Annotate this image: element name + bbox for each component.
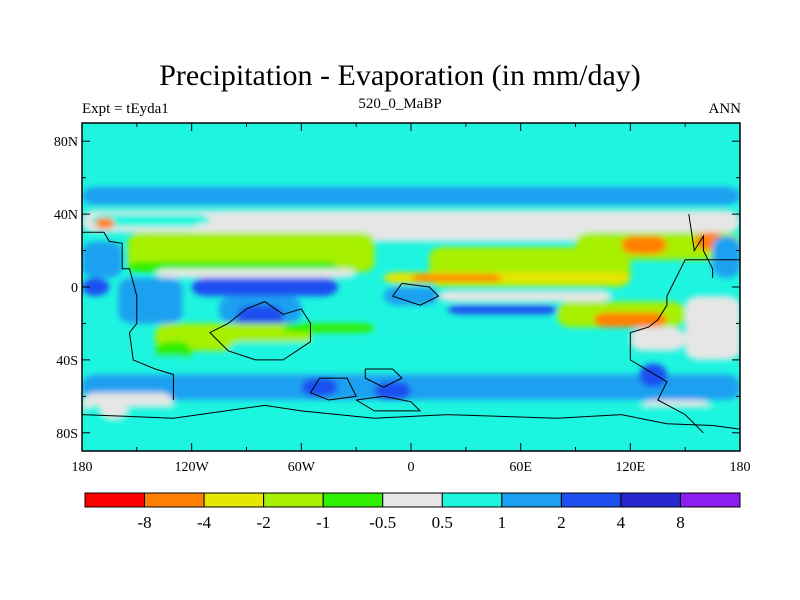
contour-region: [82, 432, 740, 451]
contour-region: [191, 277, 338, 297]
colorbar: -8 -4 -2 -1 -0.5 0.5 1 2 4 8: [84, 492, 741, 532]
y-tick-label: 0: [71, 281, 78, 296]
contour-region: [82, 277, 110, 297]
y-tick-label: 40S: [56, 354, 78, 369]
contour-region: [100, 399, 128, 419]
colorbar-box: [560, 492, 622, 508]
y-tick-label: 80S: [56, 427, 78, 442]
contour-region: [155, 268, 357, 278]
coastline: [82, 231, 174, 400]
contour-region: [283, 323, 375, 333]
colorbar-label: -0.5: [369, 513, 396, 532]
x-tick-label: 120W: [175, 460, 210, 475]
contour-region: [593, 312, 667, 328]
colorbar-label: -2: [257, 513, 271, 532]
experiment-label: Expt = tEyda1: [82, 101, 169, 117]
colorbar-label: -1: [316, 513, 330, 532]
coastline: [688, 214, 714, 278]
colorbar-box: [620, 492, 681, 508]
contour-region: [447, 305, 558, 315]
x-tick-label: 60E: [509, 460, 532, 475]
chart-title: Precipitation - Evaporation (in mm/day): [159, 59, 641, 92]
colorbar-box: [441, 492, 503, 508]
colorbar-label: -4: [197, 513, 212, 532]
contour-region: [82, 374, 740, 400]
contour-region: [411, 274, 503, 282]
colorbar-label: 1: [498, 513, 507, 532]
coastline: [309, 377, 357, 401]
contour-region: [91, 214, 210, 227]
colorbar-box: [679, 492, 741, 508]
contour-region: [82, 186, 740, 205]
coastline: [355, 395, 422, 412]
colorbar-label: 8: [676, 513, 685, 532]
y-tick-label: 40N: [54, 208, 78, 223]
x-tick-label: 0: [408, 460, 415, 475]
x-tick-label: 180: [72, 460, 93, 475]
colorbar-box: [501, 492, 562, 508]
contour-region: [228, 341, 594, 360]
axes: 180 120W 60W 0 60E 120E 180 80N 40N 0 40S 80S: [54, 123, 751, 475]
contour-region: [82, 356, 192, 369]
contour-region: [712, 235, 740, 278]
contour-region: [639, 363, 667, 388]
contour-region: [383, 287, 439, 306]
contour-regions: [82, 186, 740, 451]
contour-region: [685, 296, 740, 360]
colorbar-box: [263, 492, 324, 508]
colorbar-label: -8: [137, 513, 151, 532]
colorbar-label: 4: [617, 513, 626, 532]
colorbar-box: [322, 492, 384, 508]
coastline: [82, 404, 740, 430]
x-tick-label: 180: [730, 460, 751, 475]
time-label: 520_0_MaBP: [358, 96, 442, 112]
contour-region: [374, 381, 411, 400]
coastline: [364, 368, 403, 388]
coastlines: [82, 214, 740, 434]
coastline: [209, 301, 311, 361]
coastline: [629, 259, 740, 434]
contour-region: [438, 290, 613, 302]
x-tick-label: 120E: [616, 460, 646, 475]
contour-region: [118, 277, 183, 324]
season-label: ANN: [708, 101, 742, 117]
contour-region: [94, 217, 115, 229]
contour-region: [301, 378, 338, 397]
colorbar-box: [382, 492, 443, 508]
contour-region: [630, 327, 686, 351]
colorbar-label: 2: [557, 513, 566, 532]
plot-area: [81, 122, 741, 452]
contour-region: [621, 235, 667, 255]
colorbar-label: 0.5: [432, 513, 453, 532]
coastline: [391, 282, 440, 306]
colorbar-box: [84, 492, 146, 508]
colorbar-box: [203, 492, 265, 508]
contour-region: [82, 241, 123, 278]
contour-region: [82, 405, 740, 433]
y-tick-label: 80N: [54, 135, 78, 150]
x-tick-label: 60W: [288, 460, 316, 475]
colorbar-box: [144, 492, 205, 508]
